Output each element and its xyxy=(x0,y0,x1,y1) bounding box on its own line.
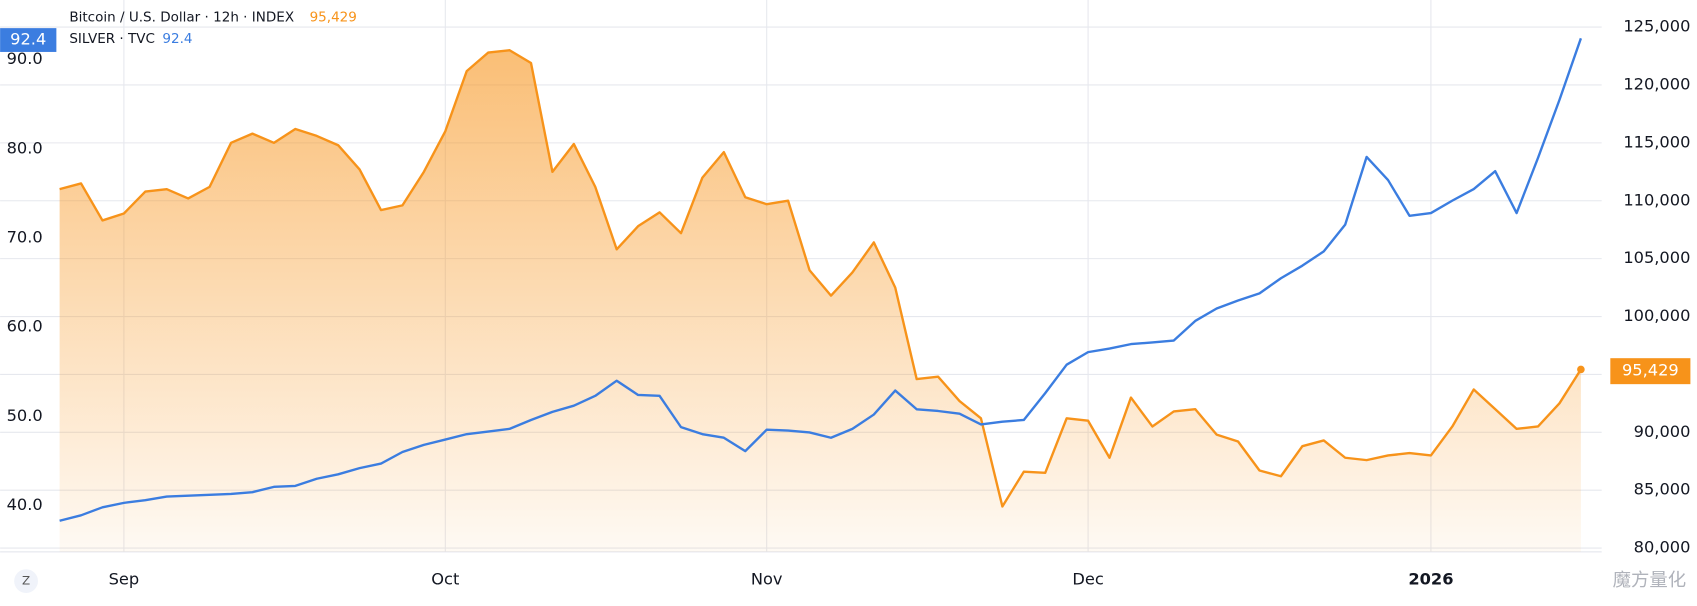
legend-value: 92.4 xyxy=(162,31,192,47)
x-tick-label: 2026 xyxy=(1408,570,1453,589)
last-value-tag xyxy=(0,28,57,52)
y-tick-label: 40.0 xyxy=(7,495,43,514)
area xyxy=(59,50,1581,552)
y-tick-label: 90.0 xyxy=(7,49,43,68)
zoom-button[interactable]: Z xyxy=(22,574,30,588)
y-tick-label: 50.0 xyxy=(7,406,43,425)
line xyxy=(59,37,1583,522)
y2-tick-label: 85,000 xyxy=(1634,480,1691,499)
last-value-tag xyxy=(1610,358,1691,385)
y-tick-label: 60.0 xyxy=(7,317,43,336)
x-tick-label: Dec xyxy=(1072,570,1103,589)
last-value-label: 92.4 xyxy=(10,30,46,49)
legend: Bitcoin / U.S. Dollar · 12h · INDEX 95,4… xyxy=(69,9,357,47)
x-tick-label: Oct xyxy=(431,570,459,589)
legend-label: Bitcoin / U.S. Dollar · 12h · INDEX xyxy=(69,9,294,25)
last-point xyxy=(1577,365,1585,374)
legend-value: 95,429 xyxy=(310,9,357,25)
y2-tick-label: 80,000 xyxy=(1634,538,1691,557)
axes: 40.0 50.0 60.0 70.0 80.0 90.0 80,000 85,000 90,0… xyxy=(7,17,1691,589)
y-tick-label: 80.0 xyxy=(7,138,43,157)
zoom-button-bg[interactable] xyxy=(14,569,38,594)
y2-tick-label: 110,000 xyxy=(1623,190,1690,209)
watermark: 魔方量化 xyxy=(1613,570,1687,591)
y2-tick-label: 115,000 xyxy=(1623,132,1690,151)
x-tick-label: Nov xyxy=(751,570,783,589)
y2-tick-label: 105,000 xyxy=(1623,248,1690,267)
plot xyxy=(59,37,1585,552)
last-value-label: 95,429 xyxy=(1622,361,1679,380)
y2-tick-label: 90,000 xyxy=(1634,422,1691,441)
y2-tick-label: 125,000 xyxy=(1623,17,1690,36)
x-tick-label: Sep xyxy=(109,570,140,589)
y2-tick-label: 120,000 xyxy=(1623,74,1690,93)
y-tick-label: 70.0 xyxy=(7,228,43,247)
legend-label: SILVER · TVC xyxy=(69,31,155,47)
y2-tick-label: 100,000 xyxy=(1623,306,1690,325)
line xyxy=(59,49,1582,508)
